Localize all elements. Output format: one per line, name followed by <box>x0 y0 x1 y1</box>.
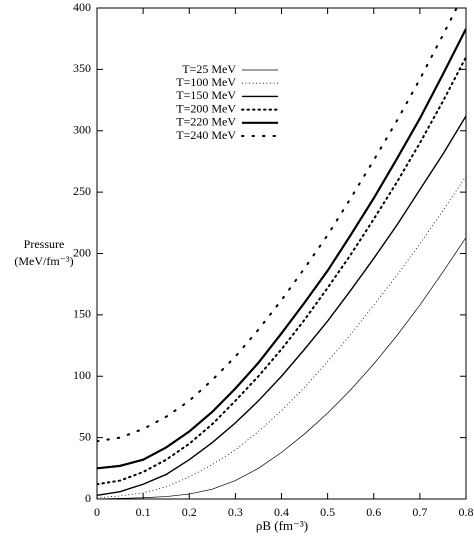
y-tick-label: 200 <box>73 245 91 259</box>
legend-label: T=25 MeV <box>182 62 236 76</box>
series-line <box>97 8 458 443</box>
y-axis-label: (MeV/fm⁻³) <box>14 254 73 268</box>
y-axis-label: Pressure <box>24 237 65 251</box>
y-tick-label: 350 <box>73 61 91 75</box>
series-line <box>97 28 466 470</box>
plot-lines <box>97 8 466 499</box>
y-tick-label: 150 <box>73 307 91 321</box>
series-line <box>97 175 466 499</box>
x-tick-label: 0.1 <box>136 505 151 519</box>
series-line <box>97 115 466 497</box>
y-tick-label: 250 <box>73 184 91 198</box>
legend-label: T=100 MeV <box>176 75 236 89</box>
plot-frame <box>96 7 467 500</box>
x-tick-label: 0.2 <box>182 505 197 519</box>
series-line <box>97 237 466 499</box>
series-line <box>97 56 466 486</box>
y-tick-label: 300 <box>73 123 91 137</box>
x-axis-label: ρB (fm⁻³) <box>256 518 308 533</box>
legend-label: T=240 MeV <box>176 128 236 142</box>
x-tick-label: 0.6 <box>366 505 381 519</box>
y-tick-label: 50 <box>79 429 91 443</box>
legend-label: T=220 MeV <box>176 115 236 129</box>
y-tick-label: 400 <box>73 0 91 14</box>
x-tick-label: 0.4 <box>274 505 289 519</box>
y-tick-label: 0 <box>85 491 91 505</box>
x-tick-label: 0.5 <box>320 505 335 519</box>
legend-label: T=150 MeV <box>176 88 236 102</box>
x-tick-label: 0.8 <box>459 505 474 519</box>
x-tick-label: 0.3 <box>228 505 243 519</box>
y-tick-label: 100 <box>73 368 91 382</box>
legend-label: T=200 MeV <box>176 101 236 115</box>
x-tick-label: 0 <box>94 505 100 519</box>
x-tick-label: 0.7 <box>412 505 427 519</box>
